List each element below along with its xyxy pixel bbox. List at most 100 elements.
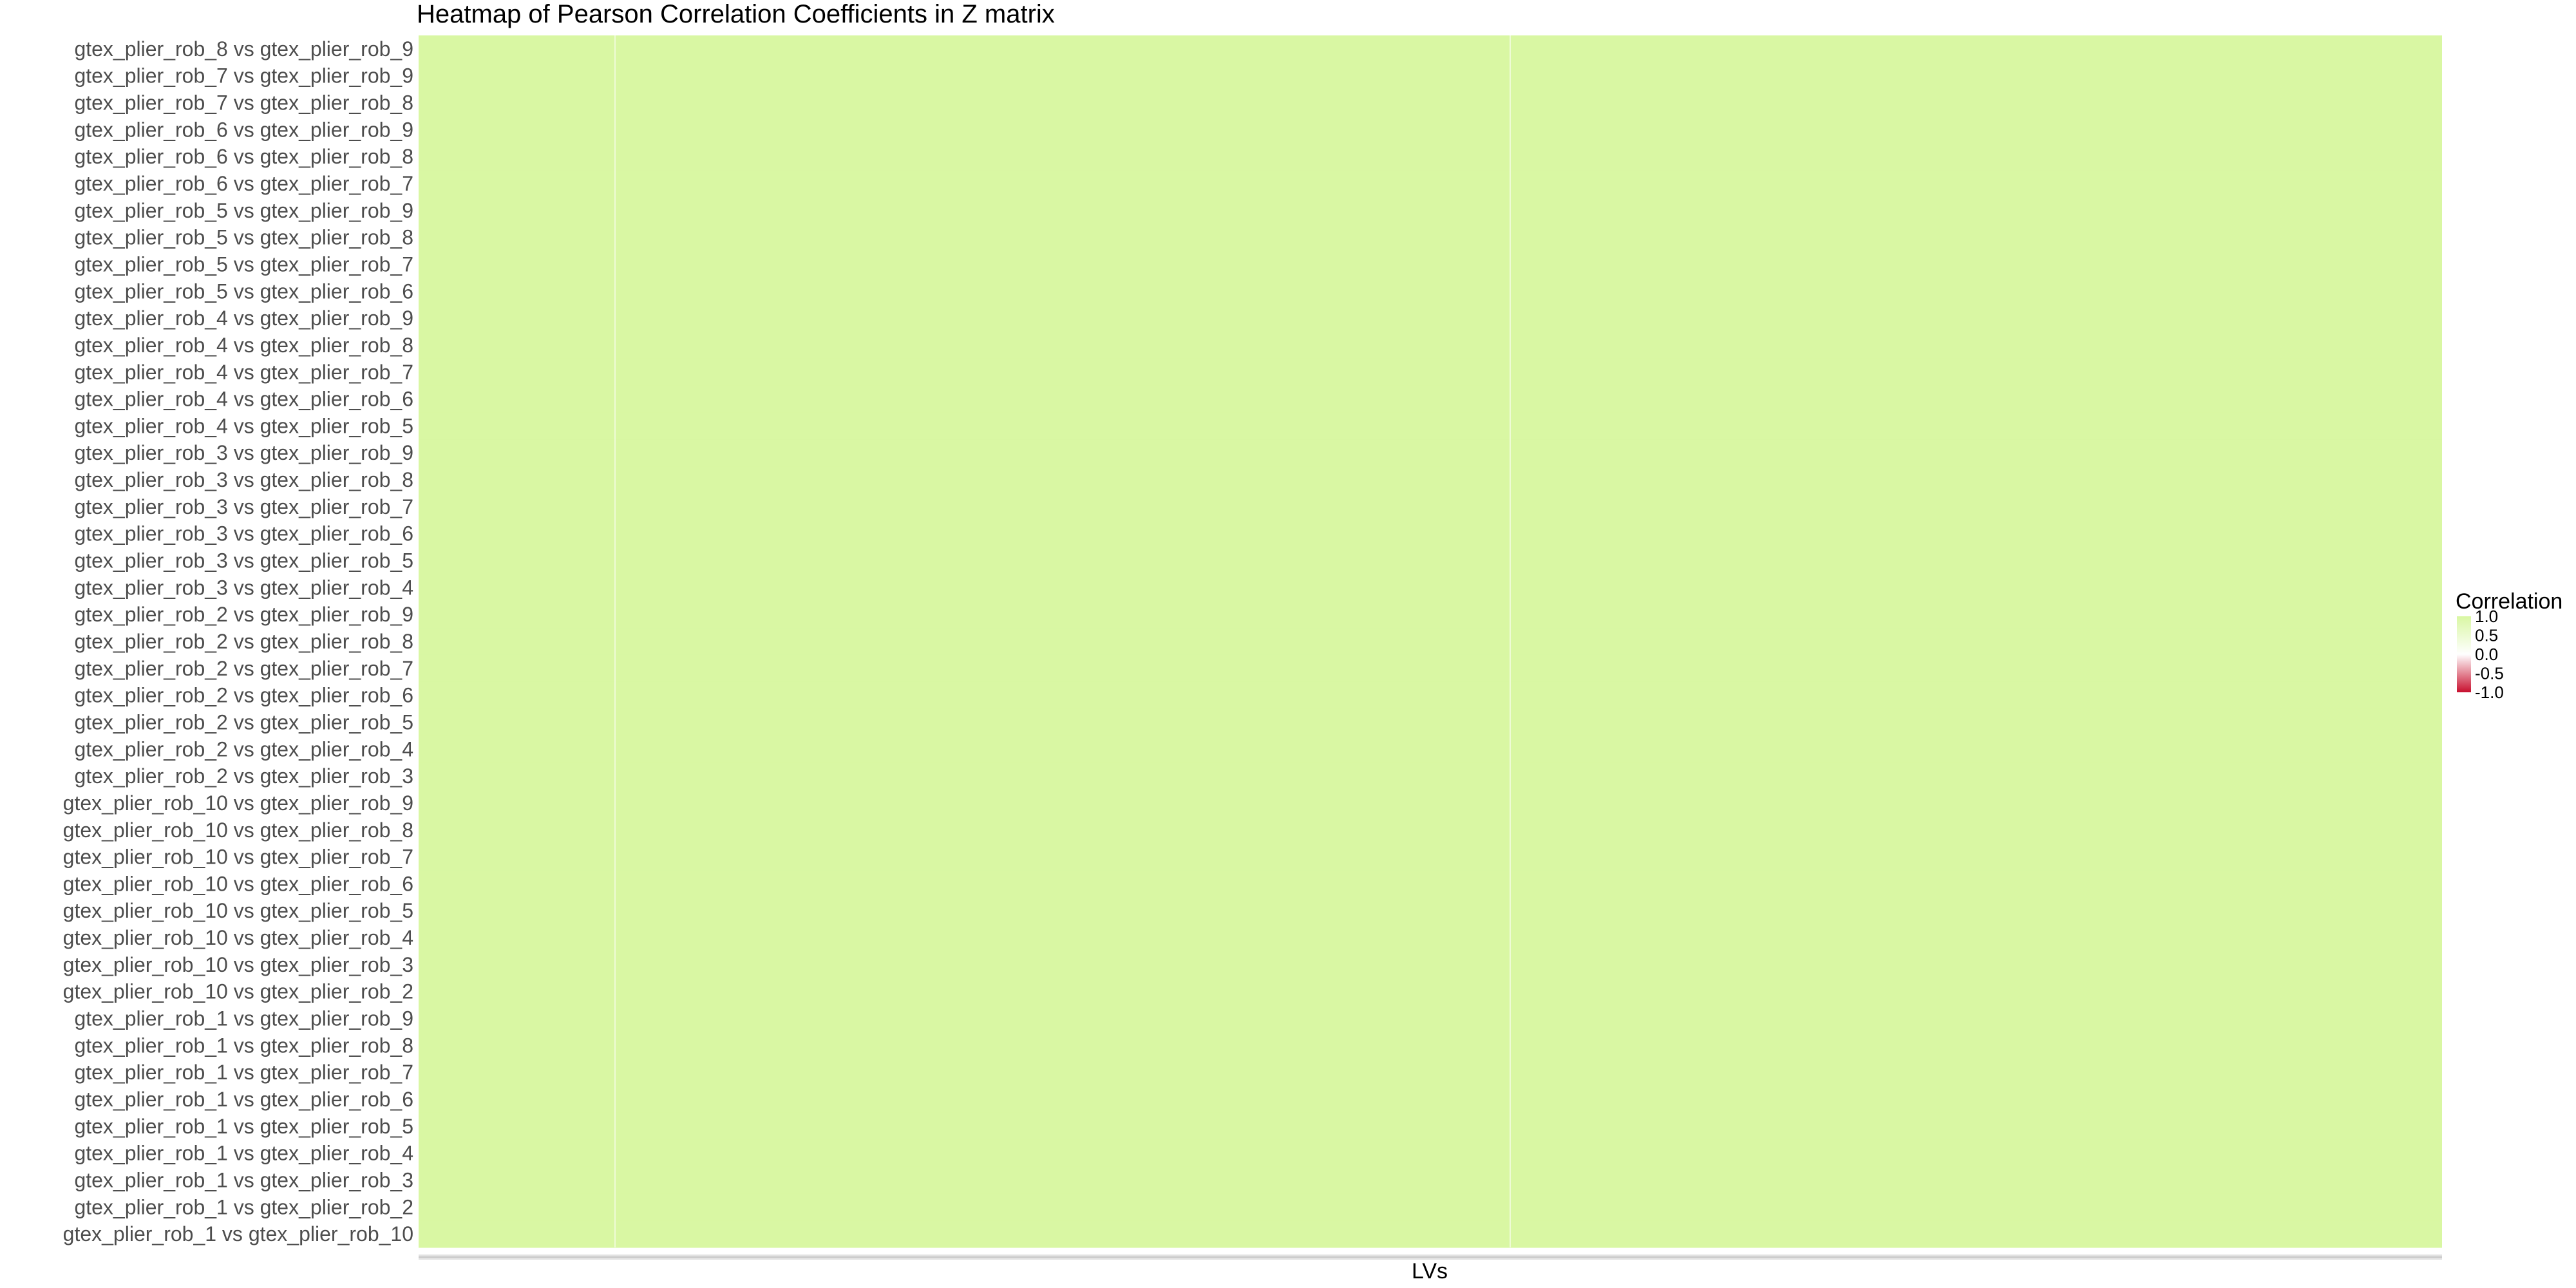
heatmap-row-cell: [419, 1193, 2442, 1221]
y-tick-label: gtex_plier_rob_2 vs gtex_plier_rob_3: [74, 764, 413, 788]
y-tick-label: gtex_plier_rob_2 vs gtex_plier_rob_8: [74, 630, 413, 653]
heatmap-row-cell: [419, 951, 2442, 979]
y-tick-label: gtex_plier_rob_10 vs gtex_plier_rob_2: [63, 980, 413, 1003]
heatmap-row-cell: [419, 762, 2442, 790]
y-tick-label: gtex_plier_rob_10 vs gtex_plier_rob_9: [63, 791, 413, 815]
legend-break-label: 0.5: [2475, 626, 2498, 645]
heatmap-row-cell: [419, 170, 2442, 198]
y-tick-label: gtex_plier_rob_10 vs gtex_plier_rob_3: [63, 953, 413, 976]
y-tick-label: gtex_plier_rob_10 vs gtex_plier_rob_4: [63, 926, 413, 949]
y-axis-tick-labels: gtex_plier_rob_8 vs gtex_plier_rob_9gtex…: [63, 37, 413, 1245]
heatmap-row-cell: [419, 843, 2442, 871]
heatmap-row-cell: [419, 305, 2442, 332]
legend-break-labels: 1.00.50.0-0.5-1.0: [2475, 607, 2504, 702]
heatmap-row-cell: [419, 1139, 2442, 1168]
heatmap-row-cell: [419, 1220, 2442, 1248]
x-axis-label: LVs: [1412, 1259, 1448, 1283]
y-tick-label: gtex_plier_rob_1 vs gtex_plier_rob_2: [74, 1195, 413, 1218]
heatmap-row-cell: [419, 1086, 2442, 1113]
heatmap-row-cell: [419, 547, 2442, 575]
y-tick-label: gtex_plier_rob_10 vs gtex_plier_rob_8: [63, 819, 413, 842]
y-tick-label: gtex_plier_rob_3 vs gtex_plier_rob_9: [74, 441, 413, 464]
heatmap-row-cell: [419, 62, 2442, 90]
heatmap-row-cell: [419, 223, 2442, 252]
heatmap-row-cell: [419, 924, 2442, 952]
y-tick-label: gtex_plier_rob_4 vs gtex_plier_rob_5: [74, 414, 413, 437]
heatmap-row-cell: [419, 1166, 2442, 1194]
y-tick-label: gtex_plier_rob_5 vs gtex_plier_rob_8: [74, 226, 413, 249]
y-tick-label: gtex_plier_rob_1 vs gtex_plier_rob_10: [63, 1222, 413, 1245]
y-tick-label: gtex_plier_rob_2 vs gtex_plier_rob_5: [74, 710, 413, 734]
heatmap-row-cell: [419, 385, 2442, 413]
y-tick-label: gtex_plier_rob_5 vs gtex_plier_rob_9: [74, 199, 413, 222]
chart-title: Heatmap of Pearson Correlation Coefficie…: [417, 0, 1055, 28]
heatmap-row-cell: [419, 439, 2442, 467]
y-tick-label: gtex_plier_rob_6 vs gtex_plier_rob_8: [74, 145, 413, 168]
legend-colorbar: [2457, 616, 2471, 692]
heatmap-row-cell: [419, 870, 2442, 898]
heatmap-row-cell: [419, 1032, 2442, 1059]
y-tick-label: gtex_plier_rob_5 vs gtex_plier_rob_6: [74, 279, 413, 303]
y-tick-label: gtex_plier_rob_10 vs gtex_plier_rob_7: [63, 846, 413, 869]
heatmap-row-cell: [419, 654, 2442, 683]
heatmap-row-cell: [419, 35, 2442, 63]
y-tick-label: gtex_plier_rob_4 vs gtex_plier_rob_6: [74, 388, 413, 411]
y-tick-label: gtex_plier_rob_2 vs gtex_plier_rob_4: [74, 737, 413, 761]
y-tick-label: gtex_plier_rob_5 vs gtex_plier_rob_7: [74, 252, 413, 276]
y-tick-label: gtex_plier_rob_2 vs gtex_plier_rob_9: [74, 603, 413, 626]
y-tick-label: gtex_plier_rob_3 vs gtex_plier_rob_5: [74, 549, 413, 573]
y-tick-label: gtex_plier_rob_6 vs gtex_plier_rob_9: [74, 118, 413, 141]
y-tick-label: gtex_plier_rob_1 vs gtex_plier_rob_6: [74, 1088, 413, 1111]
legend-break-label: -0.5: [2475, 664, 2504, 683]
heatmap-row-cell: [419, 196, 2442, 225]
legend-break-label: 1.0: [2475, 607, 2498, 626]
heatmap-row-cell: [419, 628, 2442, 656]
heatmap-row-cell: [419, 143, 2442, 171]
y-tick-label: gtex_plier_rob_4 vs gtex_plier_rob_8: [74, 334, 413, 357]
y-tick-label: gtex_plier_rob_3 vs gtex_plier_rob_8: [74, 468, 413, 491]
heatmap-row-cell: [419, 332, 2442, 359]
y-tick-label: gtex_plier_rob_1 vs gtex_plier_rob_4: [74, 1142, 413, 1165]
heatmap-row-cell: [419, 574, 2442, 601]
heatmap-row-cell: [419, 735, 2442, 763]
heatmap-row-cell: [419, 412, 2442, 440]
heatmap-row-cell: [419, 897, 2442, 925]
heatmap-row-cell: [419, 790, 2442, 817]
y-tick-label: gtex_plier_rob_3 vs gtex_plier_rob_4: [74, 576, 413, 599]
y-tick-label: gtex_plier_rob_2 vs gtex_plier_rob_7: [74, 657, 413, 680]
heatmap-row-cell: [419, 89, 2442, 117]
heatmap-row-cell: [419, 251, 2442, 278]
y-tick-label: gtex_plier_rob_10 vs gtex_plier_rob_5: [63, 899, 413, 922]
heatmap-row-cell: [419, 816, 2442, 844]
legend: Correlation 1.00.50.0-0.5-1.0: [2456, 589, 2562, 702]
heatmap-row-cell: [419, 1005, 2442, 1033]
heatmap-row-cell: [419, 681, 2442, 710]
y-tick-label: gtex_plier_rob_1 vs gtex_plier_rob_5: [74, 1115, 413, 1138]
y-tick-label: gtex_plier_rob_2 vs gtex_plier_rob_6: [74, 684, 413, 707]
y-tick-label: gtex_plier_rob_8 vs gtex_plier_rob_9: [74, 37, 413, 61]
y-tick-label: gtex_plier_rob_1 vs gtex_plier_rob_8: [74, 1034, 413, 1057]
heatmap-row-cell: [419, 520, 2442, 548]
heatmap-row-cell: [419, 601, 2442, 629]
y-tick-label: gtex_plier_rob_1 vs gtex_plier_rob_7: [74, 1061, 413, 1084]
legend-break-label: -1.0: [2475, 683, 2504, 702]
x-axis-ticks-strip: [419, 1255, 2442, 1260]
y-tick-label: gtex_plier_rob_1 vs gtex_plier_rob_9: [74, 1007, 413, 1030]
heatmap-row-cell: [419, 358, 2442, 386]
heatmap-row-cell: [419, 493, 2442, 521]
heatmap-cells: [419, 35, 2442, 1248]
vertical-gridlines: [614, 35, 1511, 1247]
y-tick-label: gtex_plier_rob_4 vs gtex_plier_rob_7: [74, 361, 413, 384]
legend-title: Correlation: [2456, 589, 2562, 614]
y-tick-label: gtex_plier_rob_6 vs gtex_plier_rob_7: [74, 172, 413, 195]
legend-break-label: 0.0: [2475, 645, 2498, 664]
y-tick-label: gtex_plier_rob_1 vs gtex_plier_rob_3: [74, 1168, 413, 1191]
y-tick-label: gtex_plier_rob_4 vs gtex_plier_rob_9: [74, 307, 413, 330]
y-tick-label: gtex_plier_rob_7 vs gtex_plier_rob_9: [74, 64, 413, 88]
heatmap-row-cell: [419, 978, 2442, 1006]
y-tick-label: gtex_plier_rob_3 vs gtex_plier_rob_6: [74, 522, 413, 545]
y-tick-label: gtex_plier_rob_10 vs gtex_plier_rob_6: [63, 872, 413, 895]
heatmap-row-cell: [419, 466, 2442, 494]
heatmap-row-cell: [419, 278, 2442, 305]
